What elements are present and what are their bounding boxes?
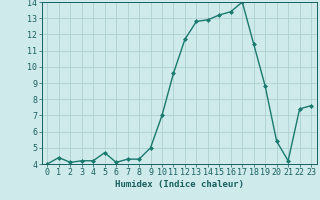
- X-axis label: Humidex (Indice chaleur): Humidex (Indice chaleur): [115, 180, 244, 189]
